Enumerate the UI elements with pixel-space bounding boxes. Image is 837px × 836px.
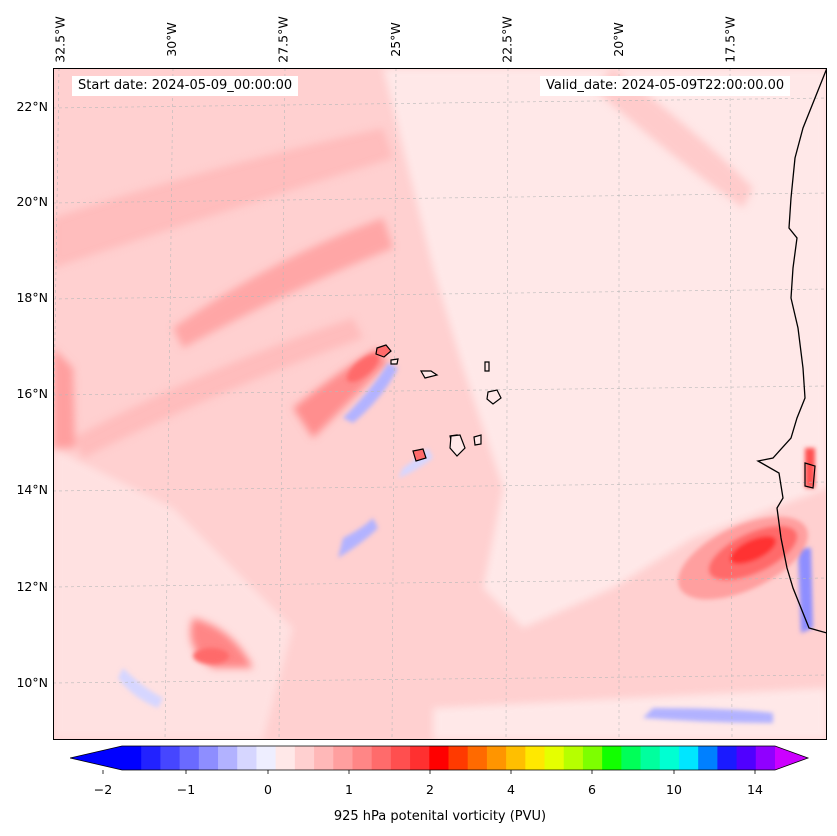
colorbar-swatch	[486, 746, 507, 770]
colorbar-swatch	[352, 746, 373, 770]
colorbar-swatch	[122, 746, 142, 770]
colorbar-swatch	[429, 746, 449, 770]
africa-coastline	[756, 68, 827, 634]
colorbar-swatch	[448, 746, 469, 770]
colorbar-swatch	[160, 746, 181, 770]
colorbar-max-extension	[775, 746, 808, 770]
latitude-label: 12°N	[16, 579, 48, 594]
colorbar-tick-label: 0	[264, 782, 272, 797]
longitude-label: 32.5°W	[52, 16, 68, 63]
colorbar-swatch	[640, 746, 661, 770]
pv-field-strong	[193, 353, 815, 664]
longitude-label: 27.5°W	[275, 16, 291, 63]
pv-field-bands	[53, 68, 753, 668]
valid-date-label: Valid_date: 2024-05-09T22:00:00.00	[540, 76, 791, 96]
latitude-label: 22°N	[16, 99, 48, 114]
colorbar-swatch	[582, 746, 603, 770]
latitude-label: 10°N	[16, 675, 48, 690]
colorbar-swatch	[198, 746, 219, 770]
colorbar-swatch	[256, 746, 277, 770]
colorbar-swatch	[736, 746, 757, 770]
colorbar-swatch	[179, 746, 200, 770]
colorbar-tick-label: 6	[588, 782, 596, 797]
colorbar-swatch	[525, 746, 546, 770]
latitude-label: 18°N	[16, 290, 48, 305]
colorbar-swatch	[410, 746, 430, 770]
colorbar-tick-label: −2	[93, 782, 113, 797]
latitude-label: 20°N	[16, 194, 48, 209]
colorbar-label: 925 hPa potenital vorticity (PVU)	[333, 809, 547, 824]
colorbar-swatch	[294, 746, 315, 770]
colorbar-tick-label: 4	[507, 782, 515, 797]
colorbar-swatch	[218, 746, 238, 770]
pv-field-light	[53, 68, 827, 740]
colorbar-swatch	[698, 746, 718, 770]
cape-verde-islands	[375, 344, 502, 462]
colorbar-swatch	[506, 746, 526, 770]
colorbar-swatch	[275, 746, 296, 770]
latitude-label: 14°N	[16, 482, 48, 497]
colorbar-tick-label: 1	[345, 782, 353, 797]
colorbar-swatch	[314, 746, 334, 770]
colorbar-swatch	[602, 746, 622, 770]
colorbar-swatch	[467, 746, 488, 770]
longitude-label: 20°W	[610, 22, 626, 57]
colorbar-swatch	[659, 746, 680, 770]
colorbar-swatch	[544, 746, 565, 770]
colorbar-tick-label: 2	[426, 782, 434, 797]
map-plot-area	[53, 68, 827, 740]
longitude-label: 17.5°W	[722, 16, 738, 63]
colorbar-tick-label: 14	[747, 782, 763, 797]
pv-field-negative	[118, 363, 813, 723]
longitude-label: 22.5°W	[499, 16, 515, 63]
colorbar-swatch	[621, 746, 642, 770]
colorbar-swatch	[141, 746, 161, 770]
latitude-label: 16°N	[16, 386, 48, 401]
colorbar-swatch	[678, 746, 699, 770]
colorbar-swatch	[563, 746, 584, 770]
colorbar-swatch	[333, 746, 353, 770]
colorbar-tick-label: −1	[176, 782, 196, 797]
colorbar-swatch	[717, 746, 738, 770]
colorbar-swatch	[390, 746, 411, 770]
colorbar-min-extension	[70, 746, 122, 770]
longitude-label: 25°W	[387, 22, 403, 57]
colorbar	[70, 745, 810, 774]
longitude-label: 30°W	[163, 22, 179, 57]
gambia-outline	[804, 462, 816, 489]
colorbar-swatch	[755, 746, 776, 770]
colorbar-tick-label: 10	[666, 782, 682, 797]
start-date-label: Start date: 2024-05-09_00:00:00	[72, 76, 299, 96]
colorbar-swatch	[237, 746, 257, 770]
colorbar-swatch	[371, 746, 392, 770]
